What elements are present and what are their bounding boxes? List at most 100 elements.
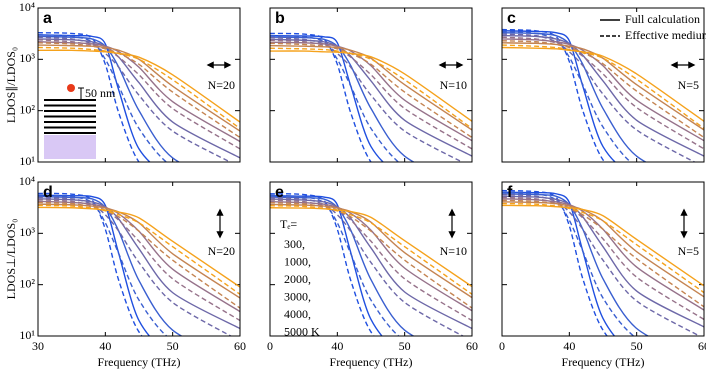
full-calculation-line bbox=[270, 203, 472, 299]
plot-frame bbox=[269, 181, 473, 337]
effective-medium-line bbox=[502, 193, 702, 336]
x-tick-label: 40 bbox=[99, 339, 111, 353]
x-axis-label: Frequency (THz) bbox=[330, 355, 413, 369]
n-label: N=10 bbox=[440, 244, 467, 258]
emitter bbox=[67, 84, 75, 92]
series-group bbox=[502, 189, 704, 336]
effective-medium-line bbox=[38, 42, 240, 139]
full-calculation-line bbox=[502, 204, 704, 287]
y-tick-label: 10³ bbox=[19, 51, 35, 65]
n-label: N=20 bbox=[208, 244, 235, 258]
full-calculation-line bbox=[270, 44, 472, 131]
effective-medium-line bbox=[38, 34, 168, 162]
full-calculation-line bbox=[502, 191, 616, 336]
effective-medium-line bbox=[38, 204, 240, 295]
effective-medium-line bbox=[270, 194, 400, 336]
effective-medium-line bbox=[502, 28, 606, 162]
panel: 0 40 50 60 f N=5 Frequency (THz) bbox=[499, 181, 706, 369]
effective-medium-line bbox=[270, 36, 464, 162]
panel: 10¹ 10² 10³ 10⁴ a N=20 LDOS∥/LDOS₀ 50 nm bbox=[4, 0, 241, 168]
legend-label: Full calculation bbox=[625, 12, 700, 26]
effective-medium-line bbox=[270, 202, 472, 309]
full-calculation-line bbox=[38, 195, 183, 336]
temperature-legend-title: Tₑ= bbox=[280, 217, 297, 231]
y-tick-label: 10¹ bbox=[19, 328, 35, 342]
substrate bbox=[44, 135, 96, 159]
y-axis-label: LDOS∥/LDOS₀ bbox=[4, 47, 18, 123]
panel-label: e bbox=[275, 184, 284, 201]
y-tick-label: 10³ bbox=[19, 225, 35, 239]
x-tick-label: 0 bbox=[267, 339, 273, 353]
full-calculation-line bbox=[270, 195, 383, 336]
series-group bbox=[38, 32, 240, 162]
full-calculation-line bbox=[38, 194, 151, 336]
series-group bbox=[502, 28, 704, 162]
full-calculation-line bbox=[270, 36, 416, 162]
x-tick-label: 50 bbox=[167, 339, 179, 353]
series-group bbox=[270, 193, 472, 336]
n-label: N=20 bbox=[208, 78, 235, 92]
full-calculation-line bbox=[502, 34, 704, 157]
effective-medium-line bbox=[270, 42, 472, 139]
effective-medium-line bbox=[502, 40, 704, 139]
effective-medium-line bbox=[502, 191, 635, 336]
temperature-legend-item: 1000, bbox=[284, 254, 311, 268]
effective-medium-line bbox=[38, 32, 140, 162]
plot-frame bbox=[37, 7, 241, 163]
y-tick-label: 10² bbox=[19, 276, 35, 290]
y-tick-label: 10⁴ bbox=[19, 0, 35, 14]
panel-label: f bbox=[507, 184, 513, 201]
effective-medium-line bbox=[502, 36, 704, 150]
effective-medium-line bbox=[502, 44, 704, 130]
plot-frame bbox=[269, 7, 473, 163]
effective-medium-line bbox=[502, 196, 704, 321]
effective-medium-line bbox=[38, 194, 168, 336]
n-label: N=10 bbox=[440, 78, 467, 92]
full-calculation-line bbox=[38, 203, 240, 299]
effective-medium-line bbox=[38, 192, 143, 336]
n-label: N=5 bbox=[678, 244, 699, 258]
effective-medium-line bbox=[502, 33, 697, 162]
x-tick-label: 60 bbox=[698, 339, 706, 353]
temperature-legend-item: 4000, bbox=[284, 307, 311, 321]
n-label: N=5 bbox=[678, 78, 699, 92]
plot-frame bbox=[501, 7, 705, 163]
full-calculation-line bbox=[502, 42, 704, 131]
effective-medium-line bbox=[270, 205, 472, 295]
full-calculation-line bbox=[38, 34, 151, 162]
x-tick-label: 40 bbox=[331, 339, 343, 353]
y-tick-label: 10⁴ bbox=[19, 174, 35, 188]
panel-label: a bbox=[43, 10, 52, 27]
inset-label: 50 nm bbox=[85, 86, 116, 100]
panel-label: b bbox=[275, 10, 285, 27]
effective-medium-line bbox=[38, 199, 240, 322]
x-tick-label: 50 bbox=[631, 339, 643, 353]
legend-label: Effective medium bbox=[625, 28, 706, 42]
full-calculation-line bbox=[502, 193, 650, 336]
temperature-legend-item: 3000, bbox=[284, 289, 311, 303]
full-calculation-line bbox=[38, 206, 240, 288]
x-axis-label: Frequency (THz) bbox=[562, 355, 645, 369]
effective-medium-line bbox=[270, 32, 372, 162]
full-calculation-line bbox=[38, 44, 240, 132]
effective-medium-line bbox=[502, 199, 704, 308]
x-tick-label: 60 bbox=[466, 339, 478, 353]
full-calculation-line bbox=[502, 201, 704, 298]
y-axis-label: LDOS⊥/LDOS₀ bbox=[4, 219, 18, 300]
full-calculation-line bbox=[502, 38, 704, 142]
temperature-legend-item: 300, bbox=[284, 237, 305, 251]
plot-frame bbox=[37, 181, 241, 337]
panel: c N=5 Full calculation Effective medium bbox=[501, 7, 706, 163]
series-group bbox=[270, 32, 472, 162]
x-tick-label: 0 bbox=[499, 339, 505, 353]
effective-medium-line bbox=[270, 199, 472, 322]
effective-medium-line bbox=[270, 34, 400, 162]
x-tick-label: 60 bbox=[234, 339, 246, 353]
temperature-legend-item: 5000 K bbox=[284, 324, 320, 338]
y-tick-label: 10¹ bbox=[19, 154, 35, 168]
x-tick-label: 30 bbox=[32, 339, 44, 353]
effective-medium-line bbox=[502, 202, 704, 294]
effective-medium-line bbox=[38, 36, 232, 162]
panel: 0 40 50 60 e N=10 Frequency (THz) Tₑ= 300, 1000, 2… bbox=[267, 181, 478, 369]
